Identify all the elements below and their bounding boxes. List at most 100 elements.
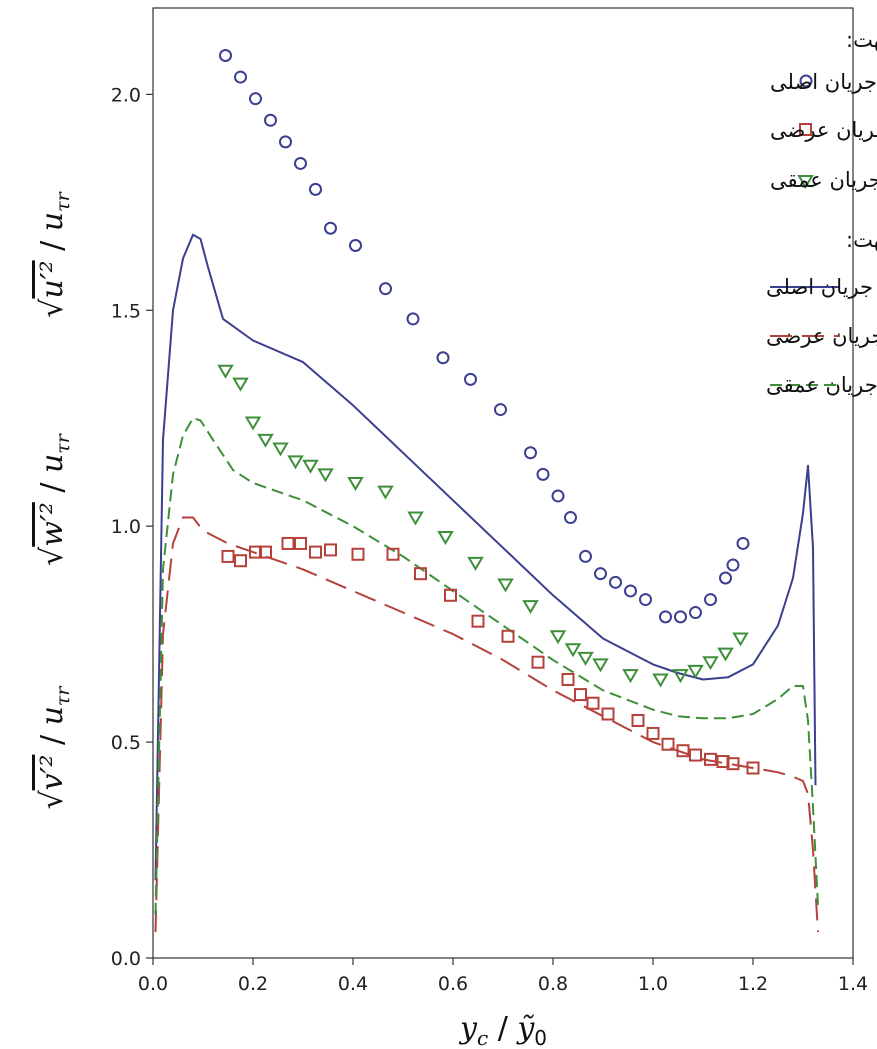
x-tick-label: 1.0 bbox=[638, 973, 668, 995]
data-point-circle bbox=[736, 536, 750, 550]
data-point-triangle bbox=[287, 455, 304, 470]
x-axis-label: yc / ỹ0 bbox=[458, 1011, 547, 1049]
data-point-triangle bbox=[592, 658, 609, 673]
data-point-circle bbox=[249, 92, 262, 106]
legend-marker-circle bbox=[799, 74, 813, 88]
x-tick-label: 0.4 bbox=[338, 973, 368, 995]
x-tick-label: 0.8 bbox=[538, 973, 568, 995]
data-point-triangle bbox=[437, 530, 454, 545]
legend: نتایج تجربی [۲۳] در جهت: جریان اصلی جریا… bbox=[766, 28, 877, 397]
data-point-circle bbox=[719, 571, 732, 585]
legend-exp-cross-label: جریان عرضی bbox=[770, 118, 877, 142]
y-label-u: √u′² / uτr bbox=[35, 190, 74, 317]
data-point-circle bbox=[536, 467, 550, 481]
data-point-circle bbox=[294, 156, 307, 170]
data-point-square bbox=[689, 748, 702, 762]
data-point-square bbox=[561, 672, 575, 686]
data-point-circle bbox=[309, 182, 322, 196]
data-point-square bbox=[586, 696, 600, 710]
data-point-circle bbox=[551, 489, 565, 503]
data-point-triangle bbox=[732, 632, 749, 647]
data-point-square bbox=[294, 536, 307, 550]
data-point-circle bbox=[624, 584, 637, 598]
series-layer bbox=[154, 49, 819, 933]
data-point-square bbox=[281, 536, 295, 550]
data-point-triangle bbox=[702, 656, 719, 671]
data-point-square bbox=[601, 707, 615, 721]
y-axis-label: √v′² / uτr √w′² / uτr √u′² / uτr bbox=[35, 190, 74, 809]
y-tick-label: 1.5 bbox=[111, 300, 141, 322]
data-point-circle bbox=[704, 593, 717, 607]
data-point-square bbox=[444, 588, 457, 602]
data-point-square bbox=[221, 549, 235, 563]
data-point-triangle bbox=[407, 511, 424, 526]
data-point-triangle bbox=[257, 433, 274, 448]
legend-rsm-header: مدل RSM (مطالعه حاضر) در جهت: bbox=[846, 228, 877, 252]
data-point-triangle bbox=[577, 651, 594, 666]
y-label-v: √v′² / uτr bbox=[35, 685, 74, 810]
data-point-square bbox=[704, 752, 717, 766]
data-point-square bbox=[234, 554, 247, 568]
data-point-square bbox=[631, 714, 645, 727]
data-point-triangle bbox=[522, 600, 539, 615]
y-tick-label: 0.5 bbox=[111, 732, 141, 754]
data-point-square bbox=[746, 761, 760, 775]
legend-rsm-depth-label: جریان عمقی bbox=[766, 373, 877, 397]
data-point-circle bbox=[609, 575, 622, 589]
x-tick-label: 0.6 bbox=[438, 973, 468, 995]
data-point-triangle bbox=[549, 630, 567, 645]
legend-rsm-main-label: جریان اصلی bbox=[766, 275, 873, 299]
y-tick-label: 2.0 bbox=[111, 84, 141, 106]
data-point-square bbox=[574, 688, 587, 702]
data-point-circle bbox=[564, 511, 577, 525]
data-point-triangle bbox=[377, 485, 394, 500]
data-point-triangle bbox=[347, 477, 364, 491]
data-point-circle bbox=[406, 312, 420, 326]
data-point-triangle bbox=[672, 669, 689, 684]
legend-exp-depth-label: جریان عمقی bbox=[770, 168, 877, 192]
legend-exp-main-label: جریان اصلی bbox=[770, 70, 877, 94]
model-line-cross bbox=[154, 516, 819, 933]
data-point-triangle bbox=[497, 578, 514, 593]
data-point-square bbox=[351, 547, 365, 561]
data-point-circle bbox=[689, 606, 702, 620]
y-tick-label: 1.0 bbox=[111, 516, 141, 538]
legend-exp-header: نتایج تجربی [۲۳] در جهت: bbox=[846, 28, 877, 52]
data-point-triangle bbox=[687, 664, 704, 679]
data-point-circle bbox=[219, 49, 232, 62]
legend-marker-triangle bbox=[797, 175, 814, 189]
data-point-triangle bbox=[272, 442, 289, 457]
data-point-circle bbox=[659, 610, 672, 624]
x-tick-label: 0.2 bbox=[238, 973, 268, 995]
data-point-square bbox=[259, 545, 272, 559]
axis-ticks: 0.0 0.2 0.4 0.6 0.8 1.0 1.2 1.4 0.0 0.5 1.0 1.5 2.0 bbox=[111, 84, 868, 995]
model-line-depth bbox=[154, 417, 819, 915]
data-point-circle bbox=[349, 239, 362, 252]
data-point-square bbox=[676, 744, 690, 758]
plot-frame bbox=[152, 7, 854, 959]
data-point-square bbox=[471, 614, 485, 628]
x-tick-label: 1.4 bbox=[838, 973, 868, 995]
data-point-square bbox=[661, 737, 675, 751]
data-point-circle bbox=[594, 567, 607, 581]
model-line-main bbox=[154, 233, 817, 881]
data-point-triangle bbox=[244, 416, 262, 431]
data-point-circle bbox=[436, 351, 450, 365]
data-point-triangle bbox=[622, 669, 639, 684]
legend-rsm-cross-label: جریان عرضی bbox=[766, 324, 877, 348]
data-point-square bbox=[501, 629, 515, 643]
x-tick-label: 1.2 bbox=[738, 973, 768, 995]
data-point-triangle bbox=[317, 468, 334, 483]
data-point-square bbox=[531, 655, 545, 669]
data-point-circle bbox=[494, 403, 507, 417]
data-point-square bbox=[726, 757, 740, 771]
data-point-circle bbox=[524, 446, 537, 460]
data-point-square bbox=[386, 547, 400, 561]
data-point-triangle bbox=[652, 673, 669, 688]
y-tick-label: 0.0 bbox=[111, 948, 141, 970]
data-point-circle bbox=[324, 221, 337, 235]
x-tick-label: 0.0 bbox=[138, 973, 168, 995]
data-point-square bbox=[324, 543, 337, 557]
legend-marker-square bbox=[799, 123, 812, 136]
